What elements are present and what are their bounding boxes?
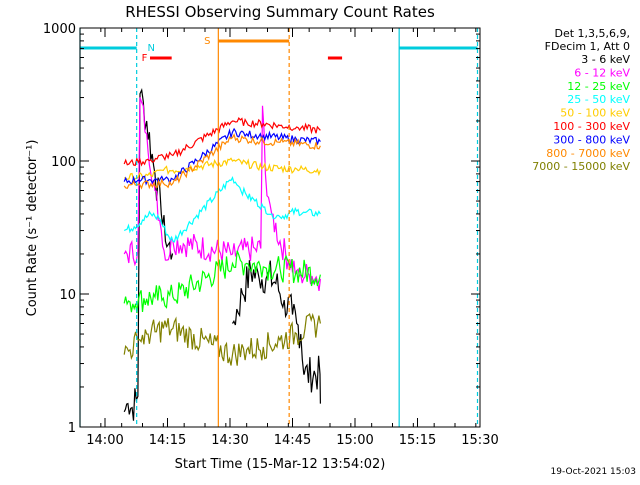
series-line-5 xyxy=(123,117,321,167)
legend-entry-3: 25 - 50 keV xyxy=(567,93,630,106)
x-tick-label: 15:00 xyxy=(336,433,373,448)
chart-title: RHESSI Observing Summary Count Rates xyxy=(125,3,435,21)
footer-date: 19-Oct-2021 15:03 xyxy=(551,467,636,477)
legend-entry-0: 3 - 6 keV xyxy=(581,53,630,66)
series-6 xyxy=(123,127,321,186)
series-4 xyxy=(123,157,321,183)
y-tick-label: 1 xyxy=(68,421,76,436)
series-line-3 xyxy=(123,176,321,243)
legend-entry-5: 100 - 300 keV xyxy=(553,120,630,133)
series-line-0 xyxy=(123,87,321,421)
y-tick-label: 100 xyxy=(51,155,76,170)
x-tick-label: 15:15 xyxy=(399,433,436,448)
legend-entry-2: 12 - 25 keV xyxy=(567,80,630,93)
series-line-8 xyxy=(123,312,321,366)
annotation-f: F xyxy=(142,53,148,64)
series-8 xyxy=(123,312,321,366)
legend-header-line-2: FDecim 1, Att 0 xyxy=(545,40,630,53)
annotation-n: N xyxy=(148,43,155,54)
x-tick-label: 14:30 xyxy=(211,433,248,448)
series-7 xyxy=(123,133,321,190)
legend-entry-6: 300 - 800 keV xyxy=(553,133,630,146)
series-5 xyxy=(123,117,321,167)
series-3 xyxy=(123,176,321,243)
y-tick-label: 1000 xyxy=(43,22,76,37)
legend-entry-4: 50 - 100 keV xyxy=(560,107,630,120)
series-line-2 xyxy=(123,250,321,313)
plot-frame xyxy=(79,27,481,428)
y-axis-label: Count Rate (s⁻¹ detector⁻¹) xyxy=(25,140,40,317)
series-line-7 xyxy=(123,133,321,190)
x-tick-label: 14:15 xyxy=(149,433,186,448)
x-tick-label: 15:30 xyxy=(461,433,498,448)
x-tick-label: 14:00 xyxy=(86,433,123,448)
annotation-s: S xyxy=(204,36,210,47)
legend: Det 1,3,5,6,9, FDecim 1, Att 0 3 - 6 keV… xyxy=(532,27,630,173)
series-line-6 xyxy=(123,127,321,186)
legend-entry-1: 6 - 12 keV xyxy=(574,66,630,79)
legend-header-line-1: Det 1,3,5,6,9, xyxy=(554,27,630,40)
series-2 xyxy=(123,250,321,313)
x-tick-label: 14:45 xyxy=(274,433,311,448)
series-line-4 xyxy=(123,157,321,183)
legend-entry-8: 7000 - 15000 keV xyxy=(532,160,630,173)
y-tick-label: 10 xyxy=(59,288,76,303)
series-0 xyxy=(123,87,321,421)
legend-entry-7: 800 - 7000 keV xyxy=(546,147,630,160)
x-axis-label: Start Time (15-Mar-12 13:54:02) xyxy=(175,457,386,472)
